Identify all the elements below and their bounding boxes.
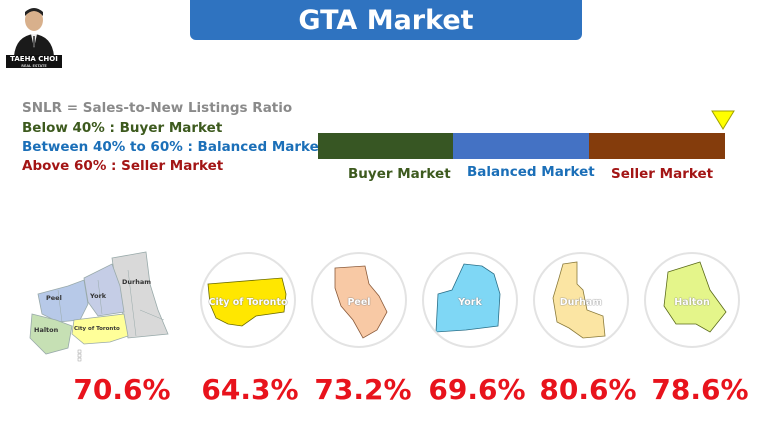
- bar-label-buyer: Buyer Market: [348, 166, 451, 182]
- marker-triangle-icon: [711, 110, 735, 134]
- region-name-halton: Halton: [674, 297, 710, 308]
- region-name-york: York: [458, 297, 482, 308]
- peel-shape: [334, 265, 388, 339]
- map-label-durham: Durham: [122, 278, 151, 286]
- pct-gta: 70.6%: [73, 373, 171, 406]
- pct-toronto: 64.3%: [201, 373, 299, 406]
- halton-shape: [663, 261, 727, 333]
- region-name-toronto: City of Toronto: [208, 297, 288, 308]
- map-label-halton: Halton: [34, 326, 59, 334]
- map-label-toronto: City of Toronto: [74, 326, 120, 332]
- bar-label-seller: Seller Market: [611, 166, 714, 182]
- map-label-peel: Peel: [46, 294, 62, 302]
- region-name-durham: Durham: [559, 297, 603, 308]
- region-name-peel: Peel: [347, 297, 371, 308]
- bar-label-balanced: Balanced Market: [467, 164, 595, 180]
- pct-peel: 73.2%: [314, 373, 412, 406]
- region-circle-peel: Peel: [311, 252, 407, 348]
- avatar-tagline: REAL ESTATE: [21, 64, 47, 68]
- bar-segment-balanced: [453, 133, 589, 159]
- pct-durham: 80.6%: [539, 373, 637, 406]
- page-title: GTA Market: [190, 0, 582, 40]
- toronto-shape: [207, 277, 287, 327]
- bar-segment-buyer: [318, 133, 453, 159]
- legend-balanced: Between 40% to 60% : Balanced Market: [22, 139, 326, 155]
- bar-segment-seller: [589, 133, 725, 159]
- durham-shape: [552, 261, 606, 339]
- avatar-name: TAEHA CHOI: [10, 55, 58, 63]
- york-shape: [435, 263, 501, 333]
- legend-buyer: Below 40% : Buyer Market: [22, 120, 223, 136]
- map-label-york: York: [89, 292, 107, 300]
- region-circle-halton: Halton: [644, 252, 740, 348]
- avatar-nameplate: TAEHA CHOI REAL ESTATE: [6, 55, 62, 68]
- legend-snlr: SNLR = Sales-to-New Listings Ratio: [22, 100, 293, 116]
- legend-seller: Above 60% : Seller Market: [22, 158, 224, 174]
- pct-halton: 78.6%: [651, 373, 749, 406]
- region-circle-york: York: [422, 252, 518, 348]
- gta-map: Peel York Durham Halton City of Toronto: [28, 250, 178, 366]
- region-circle-durham: Durham: [533, 252, 629, 348]
- pct-york: 69.6%: [428, 373, 526, 406]
- region-circle-toronto: City of Toronto: [200, 252, 296, 348]
